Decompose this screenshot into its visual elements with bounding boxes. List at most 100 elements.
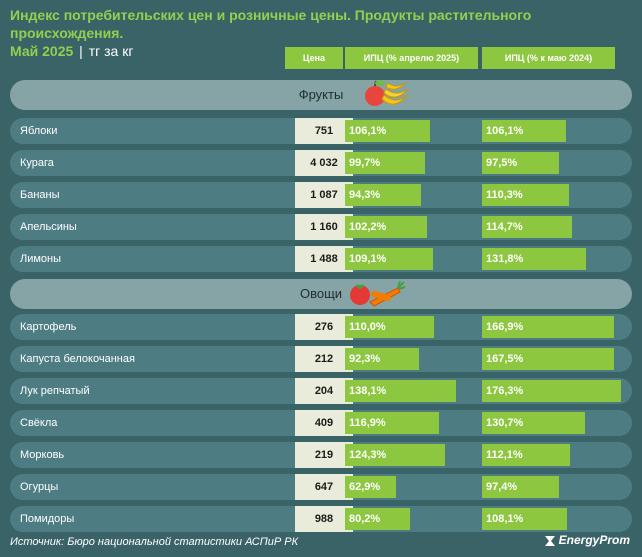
cpi-year-label: 108,1%: [486, 513, 524, 525]
cpi-april-bar: [345, 412, 439, 434]
cpi-april-label: 102,2%: [349, 221, 387, 233]
header-cpi-year: ИПЦ (% к маю 2024): [482, 47, 615, 69]
price-value: 988: [314, 513, 334, 525]
cpi-april-label: 99,7%: [349, 157, 381, 169]
table-row: Апельсины 1 160 102,2% 114,7%: [10, 214, 632, 240]
row-label: Апельсины: [20, 221, 77, 233]
price-cell: [295, 506, 353, 532]
cpi-april-bar: [345, 316, 434, 338]
price-cell: [295, 150, 353, 176]
row-label: Лимоны: [20, 253, 62, 265]
price-value: 1 488: [310, 253, 338, 265]
price-value: 1 087: [310, 189, 338, 201]
cpi-april-label: 92,3%: [349, 353, 381, 365]
row-label: Бананы: [20, 189, 60, 201]
price-cell: [295, 410, 353, 436]
row-label: Картофель: [20, 321, 77, 333]
cpi-year-label: 112,1%: [486, 449, 523, 461]
price-cell: [295, 314, 353, 340]
row-label: Помидоры: [20, 513, 75, 525]
cpi-year-label: 167,5%: [486, 353, 524, 365]
price-cell: [295, 214, 353, 240]
cpi-year-bar: [482, 508, 567, 530]
price-value: 751: [314, 125, 334, 137]
cpi-year-label: 131,8%: [486, 253, 524, 265]
section-vegetables-label: Овощи: [299, 286, 343, 301]
row-label: Свёкла: [20, 417, 58, 429]
header-price: Цена: [285, 47, 343, 69]
cpi-year-bar: [482, 412, 585, 434]
table-row: Курага 4 032 99,7% 97,5%: [10, 150, 632, 176]
cpi-april-bar: [345, 152, 425, 174]
price-value: 4 032: [310, 157, 338, 169]
cpi-year-bar: [482, 120, 566, 142]
cpi-april-label: 124,3%: [349, 449, 387, 461]
vegetable-icon: [350, 280, 406, 307]
cpi-year-label: 110,3%: [486, 189, 523, 201]
cpi-april-bar: [345, 184, 421, 206]
cpi-april-bar: [345, 508, 410, 530]
cpi-year-bar: [482, 248, 586, 270]
brand-name: EnergyProm: [558, 533, 630, 547]
cpi-april-label: 116,9%: [349, 417, 386, 429]
cpi-year-label: 166,9%: [486, 321, 524, 333]
cpi-april-bar: [345, 120, 430, 142]
chart-title: Индекс потребительских цен и розничные ц…: [10, 6, 630, 60]
cpi-year-label: 130,7%: [486, 417, 524, 429]
cpi-year-bar: [482, 380, 621, 402]
section-vegetables: Овощи: [10, 279, 632, 309]
brand-logo: EnergyProm: [543, 533, 630, 548]
price-cell: [295, 246, 353, 272]
price-value: 1 160: [310, 221, 338, 233]
price-cell: [295, 474, 353, 500]
cpi-april-label: 94,3%: [349, 189, 381, 201]
cpi-year-bar: [482, 316, 614, 338]
cpi-year-label: 106,1%: [486, 125, 524, 137]
cpi-april-label: 80,2%: [349, 513, 381, 525]
table-row: Картофель 276 110,0% 166,9%: [10, 314, 632, 340]
cpi-april-bar: [345, 476, 396, 498]
header-cpi-april: ИПЦ (% апрелю 2025): [345, 47, 478, 69]
table-row: Яблоки 751 106,1% 106,1%: [10, 118, 632, 144]
price-value: 276: [314, 321, 334, 333]
table-row: Капуста белокочанная 212 92,3% 167,5%: [10, 346, 632, 372]
cpi-april-label: 106,1%: [349, 125, 387, 137]
cpi-april-label: 109,1%: [349, 253, 387, 265]
section-fruits-label: Фрукты: [298, 87, 344, 102]
table-row: Лимоны 1 488 109,1% 131,8%: [10, 246, 632, 272]
cpi-year-bar: [482, 476, 559, 498]
cpi-year-bar: [482, 152, 559, 174]
source-note: Источник: Бюро национальной статистики А…: [10, 536, 299, 548]
cpi-april-label: 110,0%: [349, 321, 386, 333]
energyprom-logo-icon: [544, 535, 555, 546]
title-main: Индекс потребительских цен и розничные ц…: [10, 7, 532, 41]
cpi-year-label: 176,3%: [486, 385, 524, 397]
cpi-april-bar: [345, 348, 419, 370]
row-label: Капуста белокочанная: [20, 353, 135, 365]
cpi-year-label: 114,7%: [486, 221, 523, 233]
table-row: Помидоры 988 80,2% 108,1%: [10, 506, 632, 532]
cpi-year-bar: [482, 184, 569, 206]
title-date: Май 2025: [10, 43, 74, 59]
section-fruits: Фрукты: [10, 80, 632, 110]
cpi-april-bar: [345, 248, 433, 270]
cpi-year-label: 97,5%: [486, 157, 518, 169]
table-row: Лук репчатый 204 138,1% 176,3%: [10, 378, 632, 404]
price-cell: [295, 118, 353, 144]
title-unit: тг за кг: [88, 43, 134, 59]
cpi-year-bar: [482, 216, 572, 238]
price-value: 219: [314, 449, 334, 461]
table-row: Огурцы 647 62,9% 97,4%: [10, 474, 632, 500]
cpi-april-label: 62,9%: [349, 481, 381, 493]
price-value: 647: [314, 481, 334, 493]
cpi-april-label: 138,1%: [349, 385, 387, 397]
table-row: Морковь 219 124,3% 112,1%: [10, 442, 632, 468]
row-label: Лук репчатый: [20, 385, 90, 397]
price-cell: [295, 182, 353, 208]
cpi-year-bar: [482, 444, 570, 466]
row-label: Морковь: [20, 449, 65, 461]
cpi-april-bar: [345, 216, 427, 238]
row-label: Огурцы: [20, 481, 59, 493]
cpi-april-bar: [345, 444, 445, 466]
fruit-icon: [365, 80, 409, 106]
